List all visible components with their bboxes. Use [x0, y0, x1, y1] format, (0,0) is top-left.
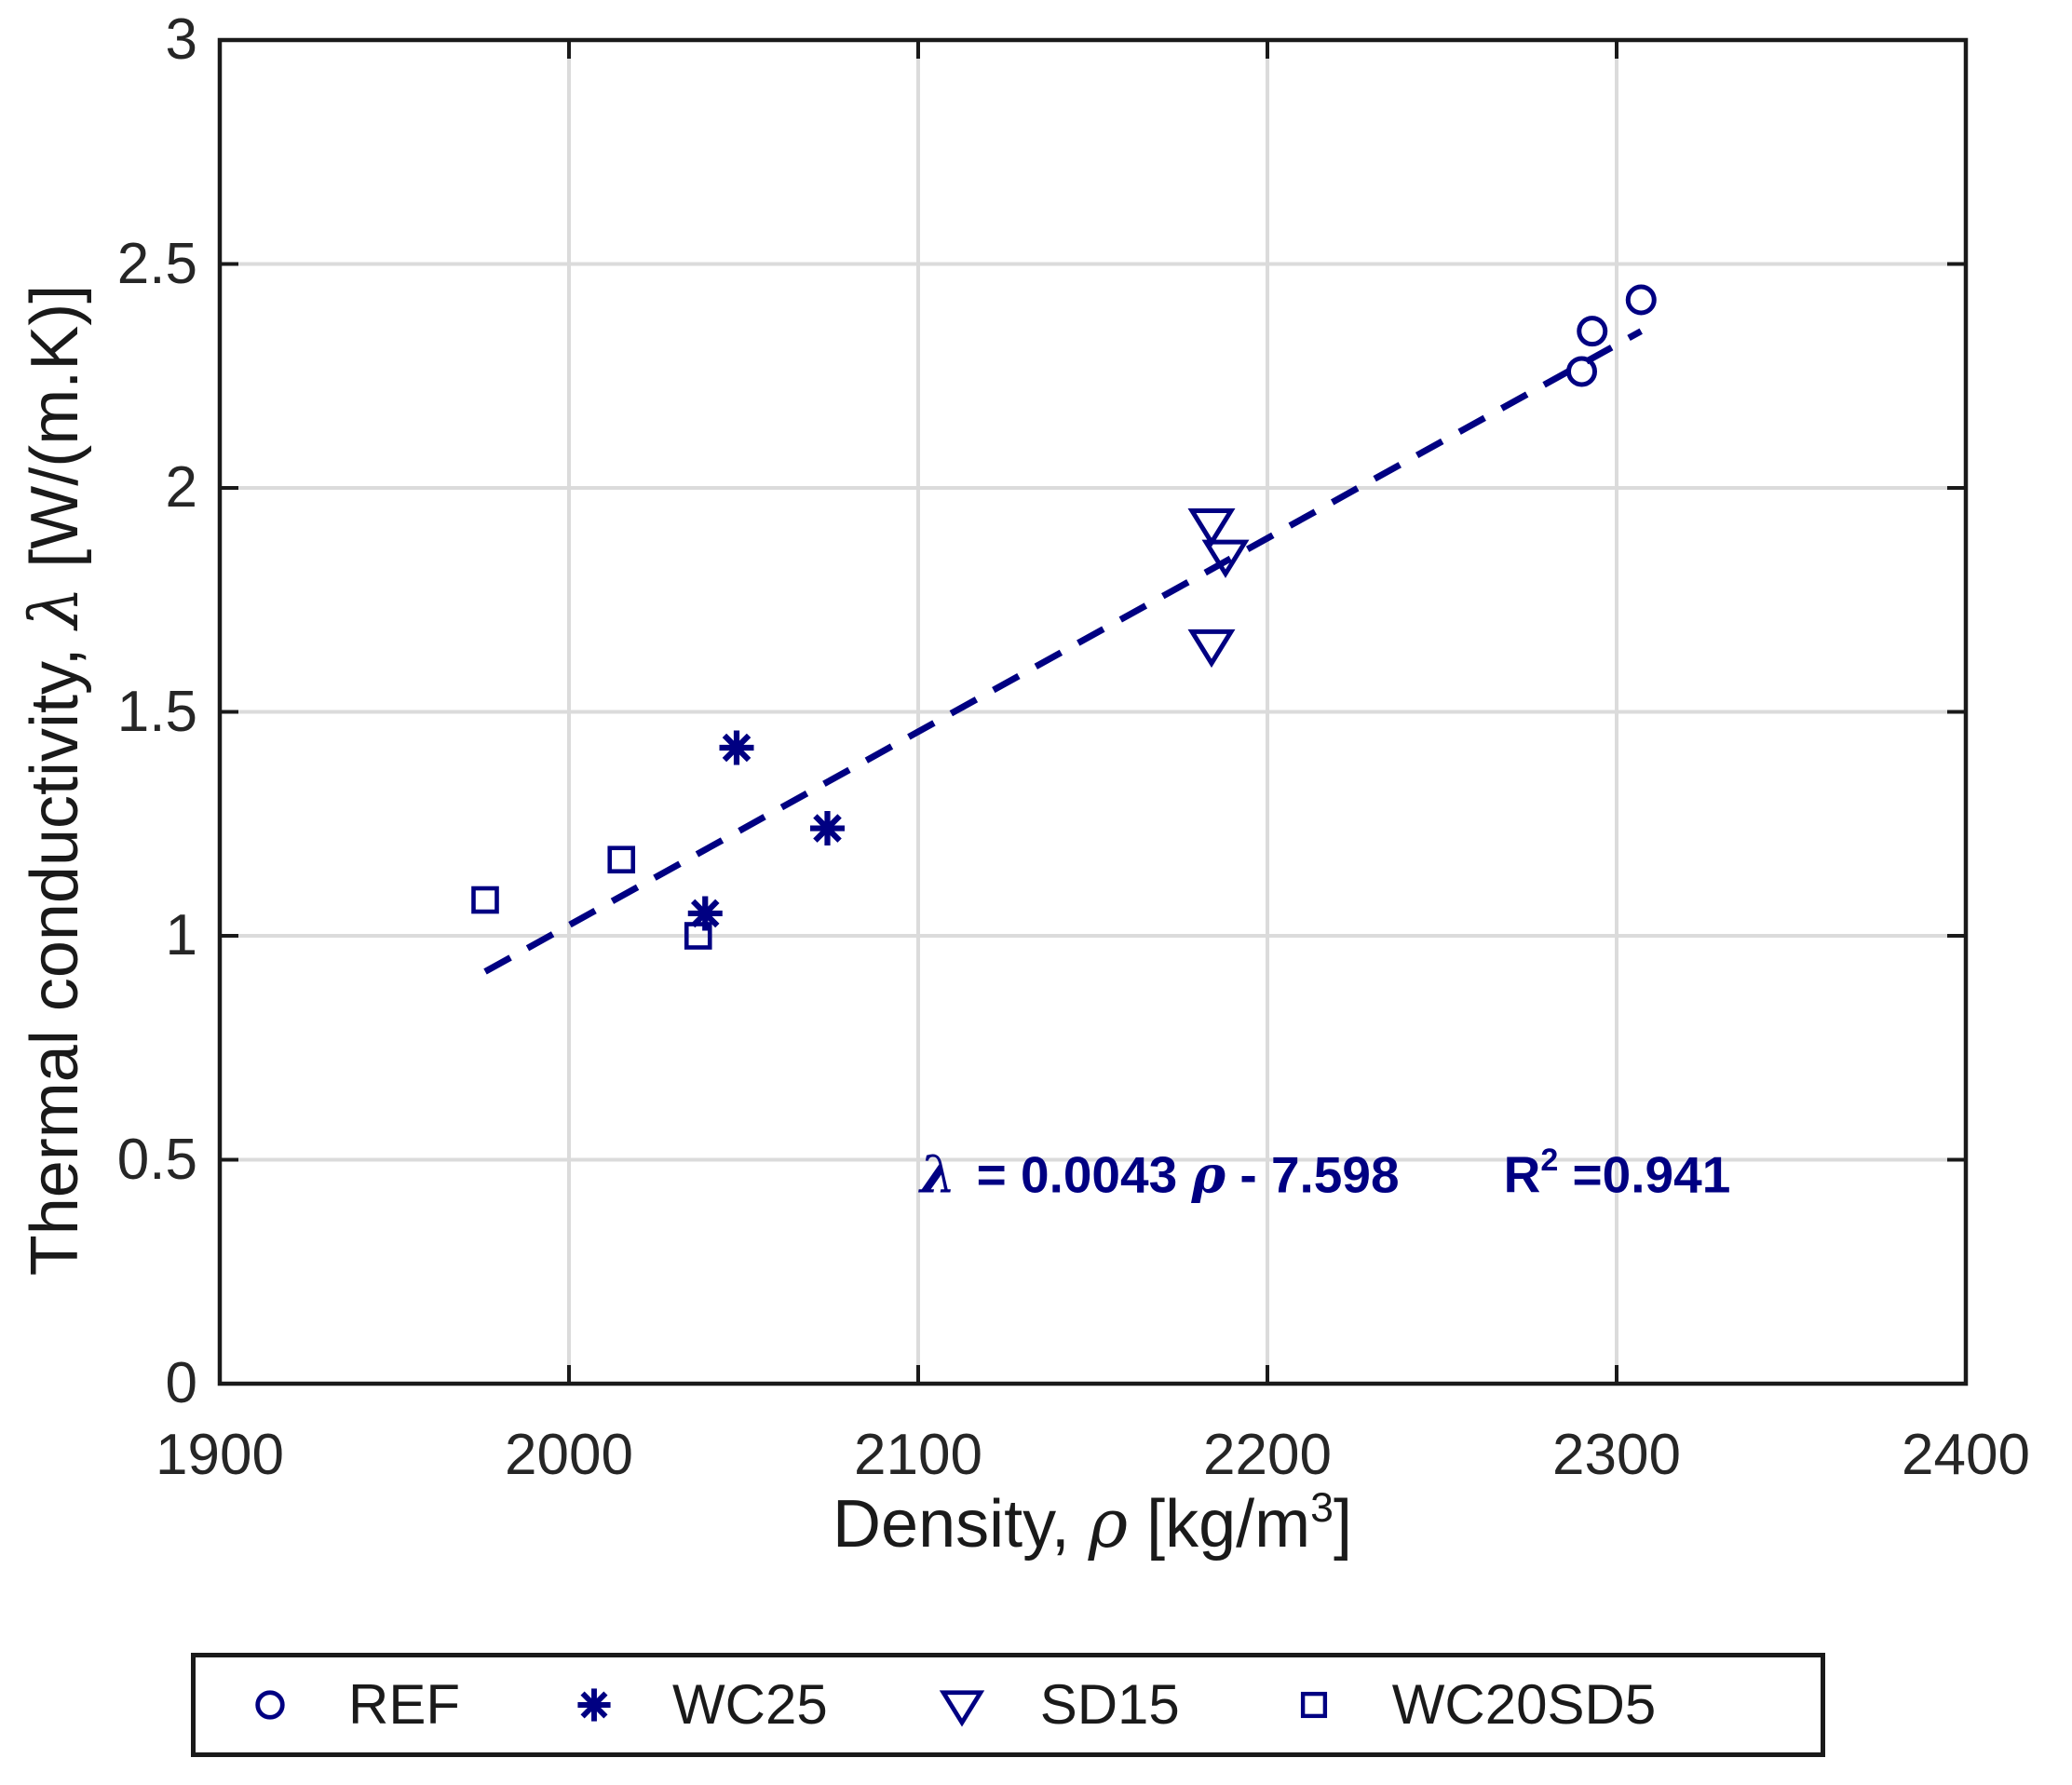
fit-equation-annotation: λ = 0.0043 ρ - 7.598 R2 =0.941	[920, 1142, 1731, 1205]
x-axis-label: Density, ρ [kg/m3]	[833, 1484, 1352, 1562]
x-tick-label: 2200	[1203, 1423, 1332, 1487]
y-tick-label: 0	[165, 1351, 197, 1415]
legend-item-wc25: WC25	[568, 1677, 828, 1733]
triangle-down-marker-icon	[939, 1690, 984, 1727]
circle-marker-icon	[255, 1690, 285, 1720]
square-marker-icon	[1300, 1691, 1327, 1719]
y-tick-label: 1	[165, 903, 197, 967]
legend-item-wc20sd5: WC20SD5	[1288, 1677, 1656, 1733]
legend-label-sd15: SD15	[1039, 1673, 1180, 1736]
legend-item-ref: REF	[244, 1677, 460, 1733]
y-tick-label: 1.5	[116, 679, 197, 744]
legend-label-wc25: WC25	[672, 1673, 828, 1736]
asterisk-marker-icon	[577, 1688, 611, 1722]
y-tick-label: 3	[165, 7, 197, 72]
x-tick-label: 1900	[156, 1423, 284, 1487]
legend-box: REF WC25 SD15 WC20SD5	[191, 1653, 1825, 1757]
legend-label-wc20sd5: WC20SD5	[1391, 1673, 1657, 1736]
x-tick-label: 2400	[1902, 1423, 2030, 1487]
legend-item-sd15: SD15	[936, 1677, 1180, 1733]
y-axis-label: Thermal conductivity, λ [W/(m.K)]	[15, 284, 93, 1277]
legend-label-ref: REF	[348, 1673, 460, 1736]
x-tick-label: 2000	[505, 1423, 633, 1487]
y-tick-label: 2.5	[116, 231, 197, 296]
y-tick-label: 2	[165, 455, 197, 520]
x-tick-label: 2300	[1552, 1423, 1681, 1487]
x-tick-label: 2100	[854, 1423, 982, 1487]
y-tick-label: 0.5	[116, 1127, 197, 1192]
